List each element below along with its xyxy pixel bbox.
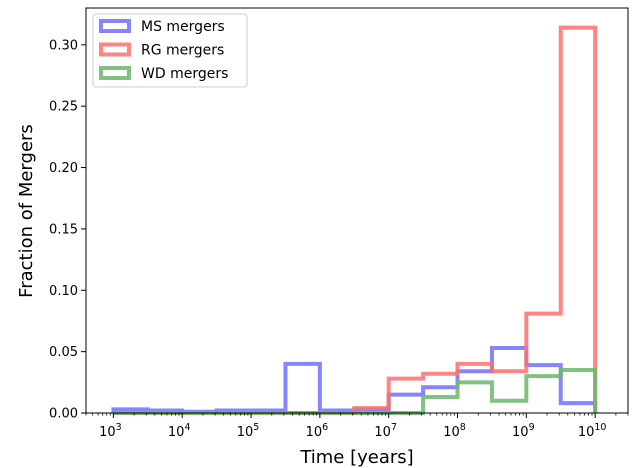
legend-label: RG mergers: [141, 43, 224, 59]
legend-label: MS mergers: [141, 19, 225, 35]
legend-swatch: [99, 42, 131, 57]
y-tick-label: 0.10: [49, 284, 78, 299]
series-line-ms: [111, 345, 598, 414]
y-tick-label: 0.20: [49, 161, 78, 176]
x-tick-label: 109: [512, 422, 535, 440]
legend-swatch: [99, 66, 131, 80]
x-axis-title: Time [years]: [299, 447, 413, 468]
x-tick-label: 1010: [578, 422, 607, 440]
x-tick-label: 103: [99, 422, 122, 440]
x-tick-label: 106: [306, 422, 329, 440]
y-tick-label: 0.15: [49, 222, 78, 237]
x-tick-label: 104: [168, 422, 191, 440]
legend: MS mergers RG mergers WD mergers: [92, 13, 248, 88]
axes: 0.00 0.05 0.10 0.15 0.20 0.25 0.30 103 104 105 106…: [49, 7, 629, 440]
y-tick-label: 0.30: [49, 38, 78, 53]
x-tick-label: 107: [374, 422, 397, 440]
x-tick-label: 108: [443, 422, 466, 440]
y-axis-title: Fraction of Mergers: [16, 124, 37, 298]
legend-swatch: [99, 19, 131, 33]
y-tick-label: 0.25: [49, 100, 78, 115]
legend-box: [92, 13, 248, 88]
y-tick-label: 0.05: [49, 345, 78, 360]
plot-frame: [85, 7, 629, 414]
y-tick-label: 0.00: [49, 407, 78, 422]
legend-label: WD mergers: [141, 66, 228, 82]
x-tick-label: 105: [237, 422, 260, 440]
